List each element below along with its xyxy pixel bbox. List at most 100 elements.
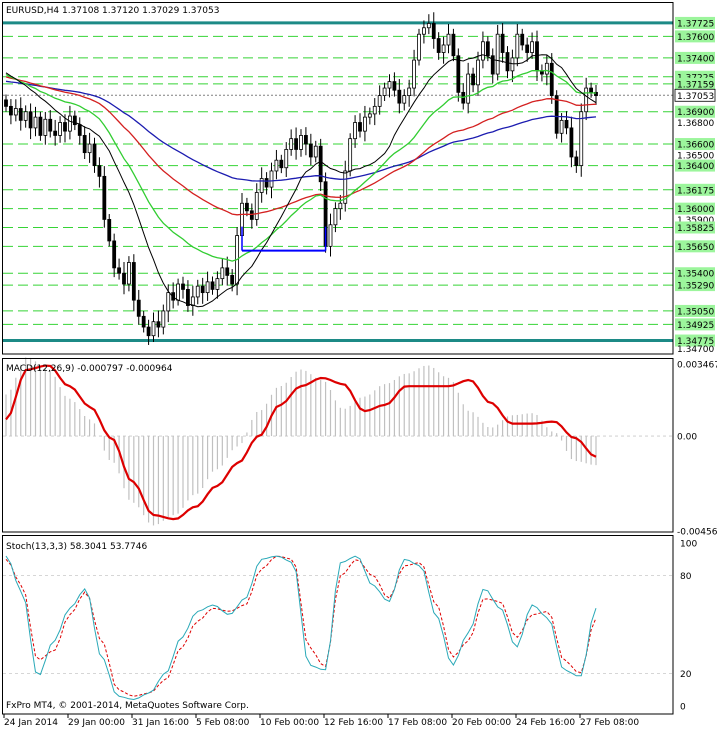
bear-candle (500, 33, 505, 53)
bear-candle (131, 262, 136, 301)
bear-candle (92, 143, 97, 166)
time-axis-label: 20 Feb 00:00 (452, 718, 511, 728)
price-label-box (675, 138, 715, 151)
bull-candle (333, 208, 338, 226)
bear-candle (156, 321, 161, 328)
time-axis-label: 17 Feb 08:00 (388, 718, 447, 728)
bull-candle (417, 33, 421, 61)
price-axis-label: 1.36400 (677, 162, 714, 172)
bull-candle (466, 73, 471, 104)
bull-candle (259, 178, 264, 193)
bear-candle (564, 119, 569, 129)
moving-average-red (5, 76, 597, 216)
price-label-box (675, 304, 715, 317)
bear-candle (535, 41, 539, 72)
price-label-box (675, 30, 715, 43)
price-axis-label: 1.37600 (677, 33, 714, 43)
price-label-box (675, 77, 715, 90)
stoch-axis-label: 100 (680, 540, 697, 550)
bull-candle (13, 108, 18, 116)
bear-candle (279, 159, 284, 169)
bear-candle (485, 41, 490, 57)
bear-candle (569, 127, 574, 158)
main-price-panel[interactable]: 1.377251.376001.374001.372251.371591.370… (3, 12, 716, 355)
price-axis-label: 1.34700 (677, 345, 714, 355)
bull-candle (387, 81, 392, 89)
bull-candle (382, 87, 387, 96)
price-label-box (675, 318, 715, 331)
stoch-header: Stoch(13,3,3) 58.3041 53.7746 (6, 542, 147, 552)
bear-candle (431, 23, 436, 39)
bear-candle (136, 299, 141, 317)
bull-candle (584, 87, 589, 113)
bear-candle (549, 62, 554, 96)
bull-candle (68, 115, 72, 132)
bear-candle (589, 87, 593, 93)
bear-candle (28, 111, 33, 129)
bear-candle (186, 288, 190, 306)
bear-candle (200, 285, 205, 294)
macd-axis-label: -0.004568 (677, 528, 717, 538)
bull-candle (195, 285, 200, 298)
price-axis-label: 1.37159 (677, 80, 714, 90)
bull-candle (559, 119, 564, 134)
time-axis-label: 24 Jan 2014 (4, 718, 58, 728)
bull-candle (43, 118, 48, 136)
price-axis-label: 1.34775 (677, 337, 714, 347)
macd-panel[interactable]: 0.003467 0.00 -0.004568 (3, 357, 717, 538)
bull-candle (348, 138, 353, 172)
bear-candle (392, 81, 397, 91)
bear-candle (456, 55, 461, 93)
time-axis-label: 12 Feb 16:00 (324, 718, 383, 728)
stoch-main-line (5, 555, 597, 701)
bull-candle (161, 310, 166, 328)
price-label-box (675, 221, 715, 234)
bear-candle (505, 52, 510, 72)
macd-header: MACD(12,26,9) -0.000797 -0.000964 (6, 364, 173, 374)
time-axis-label: 5 Feb 08:00 (196, 718, 250, 728)
price-label-box (675, 267, 715, 280)
bear-candle (554, 95, 559, 134)
bear-candle (141, 315, 146, 328)
bull-candle (313, 145, 318, 158)
bull-candle (254, 192, 259, 220)
stoch-axis-label: 0 (680, 703, 686, 713)
bull-candle (166, 292, 171, 312)
bear-candle (48, 118, 53, 132)
bull-candle (215, 278, 220, 290)
stoch-signal-line (5, 555, 597, 697)
bull-candle (190, 296, 195, 306)
bear-candle (97, 165, 102, 177)
bear-candle (4, 99, 8, 107)
moving-average-black (5, 54, 597, 308)
bull-candle (481, 41, 485, 61)
bear-candle (72, 115, 77, 126)
time-axis-label: 24 Feb 16:00 (516, 718, 575, 728)
price-label-box (675, 334, 715, 347)
main-panel-frame (2, 2, 674, 355)
bear-candle (249, 210, 254, 220)
bear-candle (63, 122, 67, 132)
bear-candle (122, 272, 126, 285)
bull-candle (530, 41, 534, 53)
bull-candle (220, 267, 225, 280)
bull-candle (343, 170, 348, 204)
bull-candle (127, 262, 131, 285)
bull-candle (363, 116, 367, 132)
price-axis-label: 1.36500 (677, 151, 714, 161)
bear-candle (102, 175, 107, 220)
bull-candle (446, 33, 451, 46)
footer-copyright: FxPro MT4, © 2001-2014, MetaQuotes Softw… (6, 701, 249, 711)
price-label-box (675, 279, 715, 292)
bear-candle (210, 281, 215, 290)
bull-candle (205, 281, 210, 294)
price-axis-label: 1.36900 (677, 108, 714, 118)
price-label-box (675, 183, 715, 196)
price-axis-label: 1.37400 (677, 54, 714, 64)
price-axis-label: 1.35825 (677, 224, 714, 234)
bull-candle (289, 138, 294, 150)
stochastic-panel[interactable]: 100 80 20 0 (3, 540, 697, 713)
bear-candle (181, 283, 185, 290)
time-axis-label: 29 Jan 00:00 (68, 718, 125, 728)
